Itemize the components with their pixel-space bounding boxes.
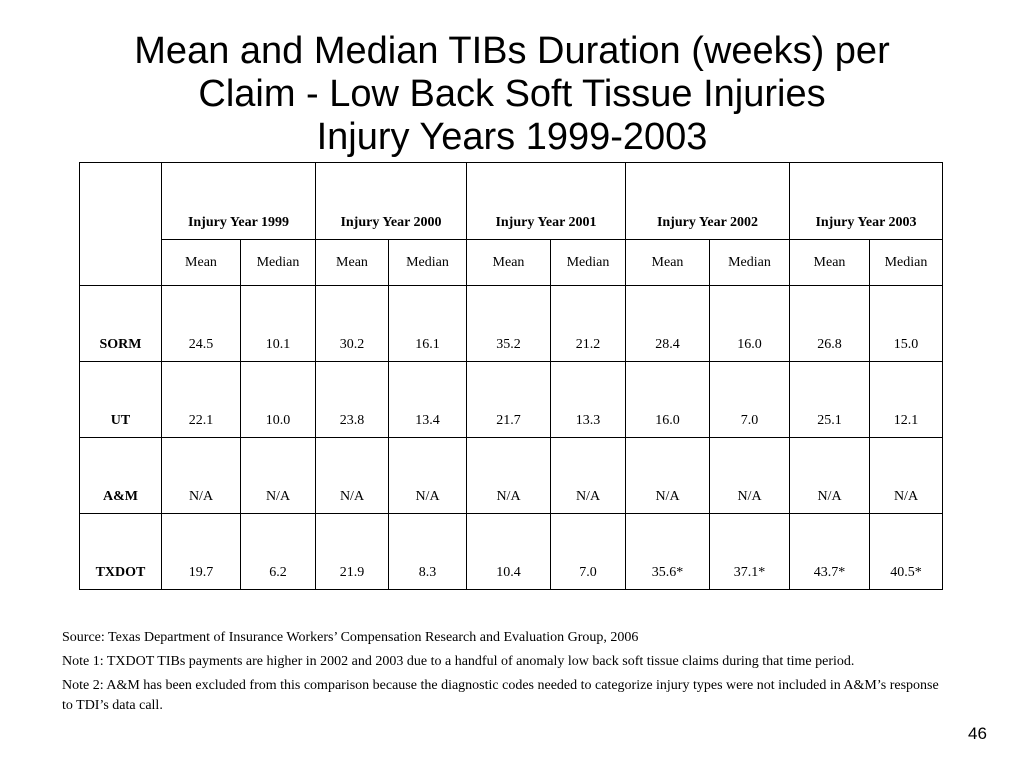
table-cell: 37.1*	[709, 513, 790, 590]
title-line-1: Mean and Median TIBs Duration (weeks) pe…	[134, 30, 890, 72]
table-cell: N/A	[869, 437, 943, 514]
table-cell: N/A	[315, 437, 389, 514]
table-cell: 12.1	[869, 361, 943, 438]
table-cell: 10.4	[466, 513, 551, 590]
title-line-2: Claim - Low Back Soft Tissue Injuries	[198, 73, 826, 115]
table-cell: 15.0	[869, 285, 943, 362]
corner-cell	[79, 162, 162, 286]
stat-header-row: Mean Median Mean Median Mean Median Mean…	[80, 239, 943, 286]
table-cell: 30.2	[315, 285, 389, 362]
stat-header: Median	[550, 239, 626, 286]
year-header: Injury Year 2001	[466, 162, 626, 240]
table-cell: 35.6*	[625, 513, 710, 590]
table-cell: 10.1	[240, 285, 316, 362]
year-header-row: Injury Year 1999 Injury Year 2000 Injury…	[79, 162, 943, 286]
table-cell: N/A	[161, 437, 241, 514]
row-label: SORM	[79, 285, 162, 362]
table-cell: 35.2	[466, 285, 551, 362]
table-cell: 13.4	[388, 361, 467, 438]
year-header: Injury Year 2000	[315, 162, 467, 240]
table-cell: N/A	[466, 437, 551, 514]
table-cell: 8.3	[388, 513, 467, 590]
stat-header: Median	[240, 239, 316, 286]
notes-block: Source: Texas Department of Insurance Wo…	[62, 628, 952, 720]
page-number: 46	[968, 724, 987, 743]
row-label: A&M	[79, 437, 162, 514]
tibs-duration-table: Injury Year 1999 Injury Year 2000 Injury…	[79, 162, 943, 590]
stat-header: Median	[869, 239, 943, 286]
stat-header: Mean	[625, 239, 710, 286]
table-cell: 28.4	[625, 285, 710, 362]
table-cell: 16.0	[625, 361, 710, 438]
table-cell: 7.0	[550, 513, 626, 590]
row-label: UT	[79, 361, 162, 438]
table-cell: 21.7	[466, 361, 551, 438]
note-1: Note 1: TXDOT TIBs payments are higher i…	[62, 654, 855, 669]
table-cell: 23.8	[315, 361, 389, 438]
table-cell: N/A	[789, 437, 870, 514]
table-cell: 13.3	[550, 361, 626, 438]
table-cell: 16.1	[388, 285, 467, 362]
year-header: Injury Year 2002	[625, 162, 790, 240]
table-cell: 16.0	[709, 285, 790, 362]
table-cell: 21.2	[550, 285, 626, 362]
table-cell: 22.1	[161, 361, 241, 438]
stat-header: Median	[709, 239, 790, 286]
title-line-3: Injury Years 1999-2003	[316, 116, 708, 158]
table-cell: N/A	[388, 437, 467, 514]
table-row: TXDOT 19.7 6.2 21.9 8.3 10.4 7.0 35.6* 37.1* 43.7…	[79, 513, 943, 590]
year-header: Injury Year 1999	[161, 162, 316, 240]
table-cell: 25.1	[789, 361, 870, 438]
table-cell: 6.2	[240, 513, 316, 590]
row-label: TXDOT	[79, 513, 162, 590]
table-cell: 21.9	[315, 513, 389, 590]
year-header: Injury Year 2003	[789, 162, 943, 240]
table-cell: 24.5	[161, 285, 241, 362]
table-cell: N/A	[709, 437, 790, 514]
table-cell: 40.5*	[869, 513, 943, 590]
stat-header: Mean	[789, 239, 870, 286]
stat-header: Mean	[315, 239, 389, 286]
table-cell: 43.7*	[789, 513, 870, 590]
table-row: A&M N/A N/A N/A N/A N/A N/A N/A N/A N/A N/A	[79, 437, 943, 514]
table-cell: N/A	[550, 437, 626, 514]
stat-header: Median	[388, 239, 467, 286]
table-cell: N/A	[625, 437, 710, 514]
table-cell: N/A	[240, 437, 316, 514]
table-cell: 10.0	[240, 361, 316, 438]
stat-header: Mean	[466, 239, 551, 286]
source-note: Source: Texas Department of Insurance Wo…	[62, 630, 639, 645]
table-row: SORM 24.5 10.1 30.2 16.1 35.2 21.2 28.4 16.0 26.8…	[79, 285, 943, 362]
table-cell: 7.0	[709, 361, 790, 438]
stat-header: Mean	[161, 239, 241, 286]
table-cell: 19.7	[161, 513, 241, 590]
table-cell: 26.8	[789, 285, 870, 362]
slide-title: Mean and Median TIBs Duration (weeks) pe…	[0, 30, 1024, 159]
note-2: Note 2: A&M has been excluded from this …	[62, 678, 939, 713]
table-row: UT 22.1 10.0 23.8 13.4 21.7 13.3 16.0 7.0 25.1 12.…	[79, 361, 943, 438]
